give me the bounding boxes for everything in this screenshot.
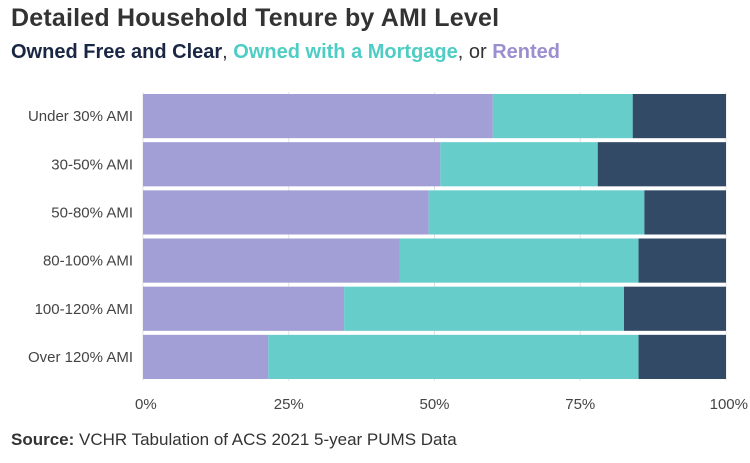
bar-owned-with-a-mortgage-5 (268, 334, 639, 379)
bar-owned-with-a-mortgage-3 (399, 238, 639, 283)
subtitle-owned-free-and-clear: Owned Free and Clear (11, 41, 223, 63)
bar-owned-free-and-clear-0 (632, 94, 726, 139)
bar-owned-with-a-mortgage-2 (428, 190, 645, 235)
bar-rented-1 (143, 142, 441, 187)
category-label-5: Over 120% AMI (28, 349, 133, 366)
chart-title: Detailed Household Tenure by AMI Level (11, 4, 500, 32)
bar-owned-free-and-clear-3 (638, 238, 726, 283)
subtitle-separator-2: , or (457, 41, 493, 63)
category-label-4: 100-120% AMI (35, 301, 133, 318)
bar-owned-with-a-mortgage-0 (492, 94, 633, 139)
bar-rented-3 (143, 238, 400, 283)
chart-subtitle: Owned Free and Clear, Owned with a Mortg… (11, 41, 560, 64)
x-tick-label-4: 100% (710, 396, 748, 413)
subtitle-rented: Rented (492, 41, 560, 63)
source-text: VCHR Tabulation of ACS 2021 5-year PUMS … (74, 430, 457, 449)
bar-rented-5 (143, 334, 269, 379)
bar-owned-with-a-mortgage-4 (344, 286, 624, 331)
x-tick-label-2: 50% (419, 396, 449, 413)
category-label-0: Under 30% AMI (28, 108, 133, 125)
bar-owned-free-and-clear-1 (597, 142, 726, 187)
bar-rented-2 (143, 190, 429, 235)
category-label-1: 30-50% AMI (51, 156, 133, 173)
x-tick-label-0: 0% (135, 396, 157, 413)
category-label-2: 50-80% AMI (51, 204, 133, 221)
x-tick-label-3: 75% (565, 396, 595, 413)
bar-rented-4 (143, 286, 345, 331)
category-label-3: 80-100% AMI (43, 253, 133, 270)
bar-owned-free-and-clear-2 (644, 190, 726, 235)
bar-rented-0 (143, 94, 493, 139)
bar-owned-free-and-clear-4 (623, 286, 726, 331)
subtitle-owned-with-mortgage: Owned with a Mortgage (233, 41, 458, 63)
bar-owned-free-and-clear-5 (638, 334, 726, 379)
subtitle-separator-1: , (222, 41, 234, 63)
source-label: Source: (11, 430, 75, 449)
bar-owned-with-a-mortgage-1 (440, 142, 598, 187)
source-note: Source: VCHR Tabulation of ACS 2021 5-ye… (11, 430, 457, 450)
x-tick-label-1: 25% (274, 396, 304, 413)
